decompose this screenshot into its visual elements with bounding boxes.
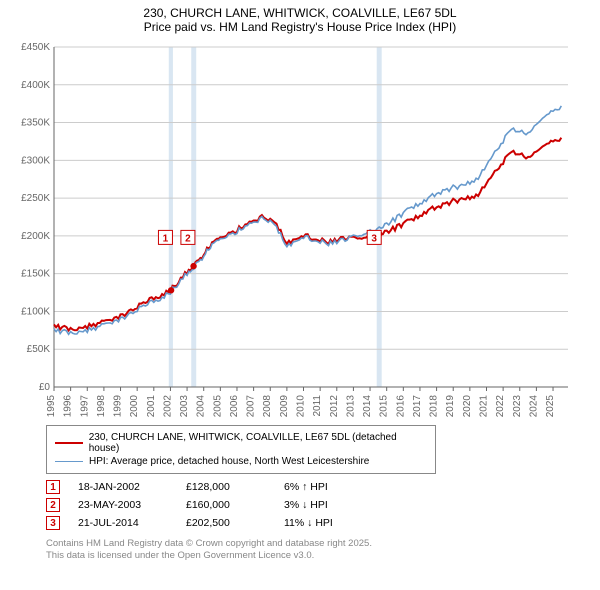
x-tick-label: 2019 [445, 394, 456, 416]
event-row: 2 23-MAY-2003 £160,000 3% ↓ HPI [46, 498, 600, 512]
x-tick-label: 2001 [146, 394, 157, 416]
event-pct: 6% ↑ HPI [284, 481, 374, 493]
chart-title: 230, CHURCH LANE, WHITWICK, COALVILLE, L… [0, 0, 600, 37]
event-number: 2 [46, 498, 60, 512]
x-tick-label: 2022 [495, 394, 506, 416]
x-tick-label: 2018 [429, 394, 440, 416]
event-price: £128,000 [186, 481, 266, 493]
highlight-band [191, 47, 196, 387]
y-tick-label: £50K [27, 344, 51, 355]
line-chart: £0 £50K £100K £150K £200K £250K £300K £350K £400… [8, 37, 578, 417]
x-tick-label: 2003 [179, 394, 190, 416]
event-number: 3 [46, 516, 60, 530]
chart-area: £0 £50K £100K £150K £200K £250K £300K £350K £400… [8, 37, 578, 417]
y-tick-label: £250K [21, 193, 50, 204]
legend-label: 230, CHURCH LANE, WHITWICK, COALVILLE, L… [89, 432, 427, 454]
event-price: £160,000 [186, 499, 266, 511]
x-tick-label: 1999 [113, 394, 124, 416]
y-tick-label: £400K [21, 80, 50, 91]
legend-label: HPI: Average price, detached house, Nort… [89, 456, 369, 467]
title-line2: Price paid vs. HM Land Registry's House … [0, 20, 600, 34]
x-tick-label: 2010 [296, 394, 307, 416]
x-tick-label: 2006 [229, 394, 240, 416]
x-tick-label: 2016 [395, 394, 406, 416]
legend-swatch [55, 442, 83, 444]
x-tick-label: 2024 [528, 394, 539, 416]
x-tick-label: 2023 [512, 394, 523, 416]
x-tick-label: 2020 [462, 394, 473, 416]
x-tick-label: 2015 [379, 394, 390, 416]
x-tick-label: 1996 [63, 394, 74, 416]
y-tick-label: £0 [39, 382, 51, 393]
x-tick-label: 2008 [262, 394, 273, 416]
title-line1: 230, CHURCH LANE, WHITWICK, COALVILLE, L… [0, 6, 600, 20]
legend-item: HPI: Average price, detached house, Nort… [55, 456, 427, 467]
legend-item: 230, CHURCH LANE, WHITWICK, COALVILLE, L… [55, 432, 427, 454]
highlight-band [377, 47, 382, 387]
series-hpi [54, 106, 561, 334]
x-tick-label: 2000 [129, 394, 140, 416]
y-tick-label: £450K [21, 42, 50, 53]
event-dot [168, 287, 174, 293]
x-tick-label: 2021 [478, 394, 489, 416]
event-date: 18-JAN-2002 [78, 481, 168, 493]
legend-swatch [55, 461, 83, 462]
y-tick-label: £100K [21, 306, 50, 317]
footer-line1: Contains HM Land Registry data © Crown c… [46, 538, 600, 550]
event-marker-number: 3 [371, 233, 377, 244]
x-tick-label: 2004 [196, 394, 207, 416]
event-row: 1 18-JAN-2002 £128,000 6% ↑ HPI [46, 480, 600, 494]
x-tick-label: 2009 [279, 394, 290, 416]
events-table: 1 18-JAN-2002 £128,000 6% ↑ HPI 2 23-MAY-2003… [46, 480, 600, 530]
x-tick-label: 2002 [162, 394, 173, 416]
x-tick-label: 2011 [312, 394, 323, 416]
x-tick-label: 2014 [362, 394, 373, 416]
x-tick-label: 2025 [545, 394, 556, 416]
event-number: 1 [46, 480, 60, 494]
y-tick-label: £350K [21, 117, 50, 128]
event-pct: 11% ↓ HPI [284, 517, 374, 529]
y-tick-label: £300K [21, 155, 50, 166]
x-tick-label: 1995 [46, 394, 57, 416]
legend: 230, CHURCH LANE, WHITWICK, COALVILLE, L… [46, 425, 436, 474]
event-date: 21-JUL-2014 [78, 517, 168, 529]
y-tick-label: £200K [21, 231, 50, 242]
x-tick-label: 2005 [212, 394, 223, 416]
event-date: 23-MAY-2003 [78, 499, 168, 511]
event-row: 3 21-JUL-2014 £202,500 11% ↓ HPI [46, 516, 600, 530]
event-price: £202,500 [186, 517, 266, 529]
event-pct: 3% ↓ HPI [284, 499, 374, 511]
event-dot [190, 263, 196, 269]
x-tick-label: 2012 [329, 394, 340, 416]
x-tick-label: 1998 [96, 394, 107, 416]
y-tick-label: £150K [21, 268, 50, 279]
highlight-band [169, 47, 173, 387]
footer-line2: This data is licensed under the Open Gov… [46, 550, 600, 562]
event-marker-number: 1 [163, 233, 169, 244]
footer-attribution: Contains HM Land Registry data © Crown c… [46, 538, 600, 563]
x-tick-label: 2013 [345, 394, 356, 416]
x-tick-label: 2017 [412, 394, 423, 416]
x-tick-label: 1997 [79, 394, 90, 416]
event-marker-number: 2 [185, 233, 191, 244]
x-tick-label: 2007 [246, 394, 257, 416]
